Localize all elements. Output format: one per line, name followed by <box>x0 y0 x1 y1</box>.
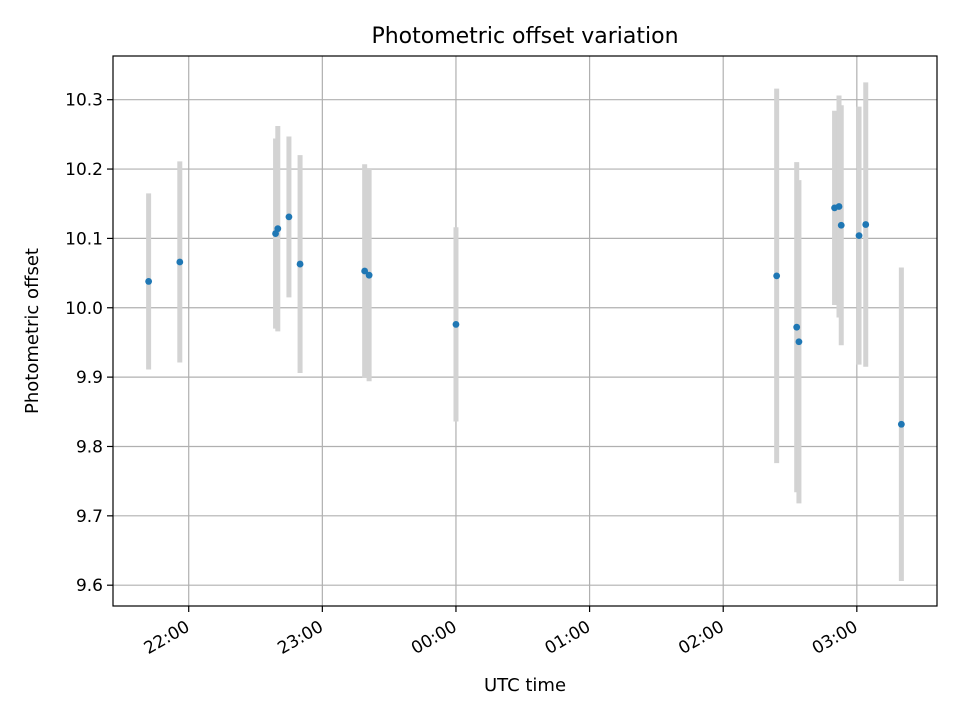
data-point <box>176 258 184 266</box>
data-point <box>452 321 460 328</box>
y-axis-ticks: 9.6 9.7 9.8 9.9 10.0 10.1 10.2 10.3 <box>65 91 113 596</box>
y-tick-label: 10.0 <box>65 299 103 319</box>
data-point <box>361 267 369 275</box>
data-point <box>897 420 905 428</box>
plot-frame <box>112 55 938 607</box>
chart-title: Photometric offset variation <box>371 24 678 49</box>
y-tick-label: 9.9 <box>76 368 103 388</box>
data-point <box>296 260 304 268</box>
data-point <box>145 278 153 285</box>
y-tick-label: 9.6 <box>76 576 103 596</box>
data-point <box>365 271 373 279</box>
data-point <box>773 272 781 280</box>
data-point <box>862 221 870 228</box>
data-point <box>793 323 801 331</box>
y-tick-label: 10.3 <box>65 91 103 111</box>
x-tick-label: 23:00 <box>274 617 326 659</box>
x-tick-label: 00:00 <box>408 617 460 659</box>
data-points <box>145 203 905 428</box>
x-tick-label: 03:00 <box>809 617 861 659</box>
data-point <box>855 232 863 240</box>
x-axis-label: UTC time <box>484 675 566 696</box>
x-axis-ticks: 22:00 23:00 00:00 01:00 02:00 03:00 <box>141 606 861 659</box>
y-tick-label: 10.2 <box>65 160 103 180</box>
y-tick-label: 9.7 <box>76 507 103 527</box>
grid-lines <box>113 56 937 606</box>
x-tick-label: 22:00 <box>141 617 193 659</box>
data-point <box>274 225 282 233</box>
error-bars <box>146 82 904 582</box>
data-point <box>285 213 293 221</box>
data-point <box>835 203 843 210</box>
y-tick-label: 9.8 <box>76 437 103 457</box>
y-tick-label: 10.1 <box>65 229 103 249</box>
data-point <box>837 221 845 229</box>
x-tick-label: 02:00 <box>675 617 727 659</box>
x-tick-label: 01:00 <box>542 617 594 659</box>
y-axis-label: Photometric offset <box>22 248 43 414</box>
data-point <box>795 338 803 346</box>
